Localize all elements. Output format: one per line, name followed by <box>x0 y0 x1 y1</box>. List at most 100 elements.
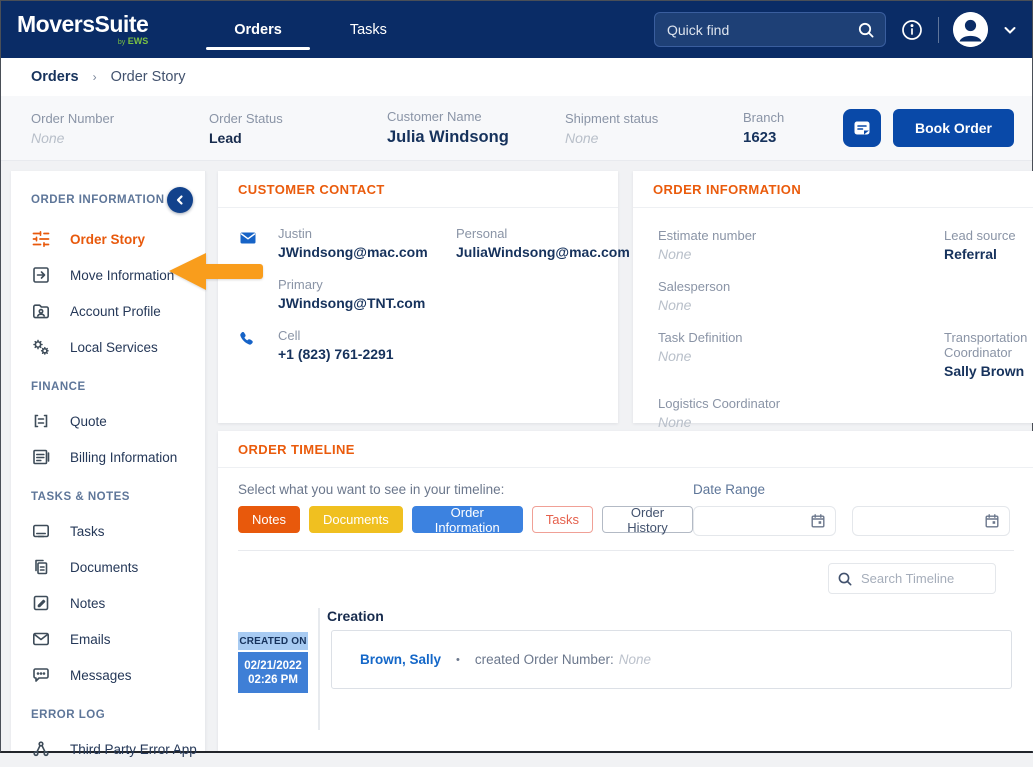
order-note-button[interactable] <box>842 109 881 147</box>
timeline-vertical-line <box>318 608 320 730</box>
quick-find-box[interactable] <box>654 12 886 47</box>
contact-email-justin: Justin JWindsong@mac.com <box>278 226 428 260</box>
info-icon[interactable] <box>900 18 924 42</box>
sidebar-item-emails[interactable]: Emails <box>11 621 205 657</box>
calendar-icon[interactable] <box>810 513 826 529</box>
timeline-entry-date: CREATED ON 02/21/2022 02:26 PM <box>238 632 308 693</box>
avatar[interactable] <box>953 12 988 47</box>
logo-byline: by EWS <box>117 36 149 47</box>
sidebar-item-label: Tasks <box>70 523 105 539</box>
sidebar-item-label: Billing Information <box>70 449 178 465</box>
sidebar-item-label: Documents <box>70 559 139 575</box>
phone-icon <box>238 328 258 362</box>
sidebar-item-label: Quote <box>70 413 107 429</box>
tab-tasks[interactable]: Tasks <box>349 21 387 38</box>
breadcrumb-separator: › <box>92 70 97 84</box>
field-task-definition: Task Definition None <box>658 330 743 364</box>
created-on-datebox: 02/21/2022 02:26 PM <box>238 652 308 693</box>
timeline-filter-chips: Notes Documents Order Information Tasks … <box>238 505 693 535</box>
sidebar-item-tasks[interactable]: Tasks <box>11 513 205 549</box>
customer-contact-title: CUSTOMER CONTACT <box>218 171 618 208</box>
calendar-icon[interactable] <box>984 513 1000 529</box>
timeline-entry-action: created Order Number: <box>474 652 614 667</box>
sidebar-item-move-information[interactable]: Move Information <box>11 257 205 293</box>
sidebar-item-label: Messages <box>70 667 132 683</box>
move-information-pointer-arrow <box>169 253 264 290</box>
top-navbar: MoversSuite by EWS Orders Tasks <box>1 1 1032 58</box>
sidebar-item-label: Emails <box>70 631 111 647</box>
sidebar-item-label: Order Story <box>70 231 146 247</box>
filter-chip-documents[interactable]: Documents <box>308 506 403 533</box>
third-party-icon <box>31 739 51 759</box>
timeline-entry-action-value: None <box>618 652 651 667</box>
field-shipment-status: Shipment status None <box>565 110 659 146</box>
field-customer-name: Customer Name Julia Windsong <box>387 109 509 146</box>
filter-chip-order-information[interactable]: Order Information <box>411 505 523 535</box>
date-range-label: Date Range <box>693 482 766 497</box>
field-estimate-number: Estimate number None <box>658 228 757 262</box>
sidebar-item-notes[interactable]: Notes <box>11 585 205 621</box>
contact-phone-cell: Cell +1 (823) 761-2291 <box>278 328 394 362</box>
order-header-bar: Order Number None Order Status Lead Cust… <box>1 96 1032 161</box>
quote-icon <box>31 411 51 431</box>
order-timeline-panel: ORDER TIMELINE Select what you want to s… <box>218 431 1033 751</box>
filter-chip-tasks[interactable]: Tasks <box>531 506 593 533</box>
field-transportation-coordinator: Transportation Coordinator Sally Brown <box>944 330 1028 379</box>
sidebar-section-order-information: ORDER INFORMATION <box>31 194 165 206</box>
timeline-entry-actor[interactable]: Brown, Sally <box>360 652 442 667</box>
filter-chip-notes[interactable]: Notes <box>238 506 300 533</box>
sidebar-collapse-button[interactable] <box>167 187 193 213</box>
emails-icon <box>31 629 51 649</box>
field-logistics-coordinator: Logistics Coordinator None <box>658 396 781 430</box>
sidebar-item-local-services[interactable]: Local Services <box>11 329 205 365</box>
note-icon <box>852 118 872 138</box>
sidebar-section-finance: FINANCE <box>31 381 86 393</box>
search-icon <box>837 571 853 587</box>
date-range-start-input[interactable] <box>693 506 836 536</box>
sidebar-item-label: Account Profile <box>70 303 161 319</box>
search-icon[interactable] <box>857 21 875 39</box>
account-profile-icon <box>31 301 51 321</box>
timeline-entry-separator: • <box>456 653 460 666</box>
chevron-left-icon <box>174 194 186 206</box>
sidebar-item-account-profile[interactable]: Account Profile <box>11 293 205 329</box>
date-range-end-input[interactable] <box>852 506 1010 536</box>
tab-orders[interactable]: Orders <box>200 1 316 58</box>
local-services-icon <box>31 337 51 357</box>
sidebar-item-label: Move Information <box>70 267 175 283</box>
field-order-status: Order Status Lead <box>209 110 283 146</box>
timeline-entry-card: Brown, Sally • created Order Number: Non… <box>331 630 1012 689</box>
timeline-divider <box>238 550 1014 551</box>
sidebar-section-error-log: ERROR LOG <box>31 709 106 721</box>
customer-contact-panel: CUSTOMER CONTACT Justin JWindsong@mac.co… <box>218 171 630 423</box>
filter-chip-order-history[interactable]: Order History <box>602 505 693 535</box>
messages-icon <box>31 665 51 685</box>
move-information-icon <box>31 265 51 285</box>
sidebar-item-label: Third Party Error App <box>70 741 197 757</box>
sidebar-item-order-story[interactable]: Order Story <box>11 221 205 257</box>
main-tabs: Orders Tasks <box>200 1 421 58</box>
field-order-number: Order Number None <box>31 110 115 146</box>
chevron-down-icon[interactable] <box>1002 22 1018 38</box>
timeline-search-box[interactable] <box>828 563 996 594</box>
sidebar-item-billing-information[interactable]: Billing Information <box>11 439 205 475</box>
field-lead-source: Lead source Referral <box>944 228 1016 262</box>
tasks-icon <box>31 521 51 541</box>
contact-email-personal: Personal JuliaWindsong@mac.com <box>456 226 630 260</box>
created-on-badge: CREATED ON <box>238 632 308 650</box>
sidebar-item-documents[interactable]: Documents <box>11 549 205 585</box>
timeline-search-input[interactable] <box>861 571 987 586</box>
order-story-icon <box>31 229 51 249</box>
app-logo: MoversSuite by EWS <box>17 13 149 47</box>
notes-icon <box>31 593 51 613</box>
sidebar-item-quote[interactable]: Quote <box>11 403 205 439</box>
sidebar-item-label: Notes <box>70 595 106 611</box>
contact-email-primary: Primary JWindsong@TNT.com <box>278 277 426 311</box>
breadcrumb: Orders › Order Story <box>1 58 1032 96</box>
sidebar-item-messages[interactable]: Messages <box>11 657 205 693</box>
sidebar-item-third-party-error-app[interactable]: Third Party Error App <box>11 731 205 767</box>
book-order-button[interactable]: Book Order <box>892 109 1014 147</box>
quick-find-input[interactable] <box>667 21 857 38</box>
sidebar-item-label: Local Services <box>70 339 158 355</box>
breadcrumb-orders[interactable]: Orders <box>31 69 79 85</box>
